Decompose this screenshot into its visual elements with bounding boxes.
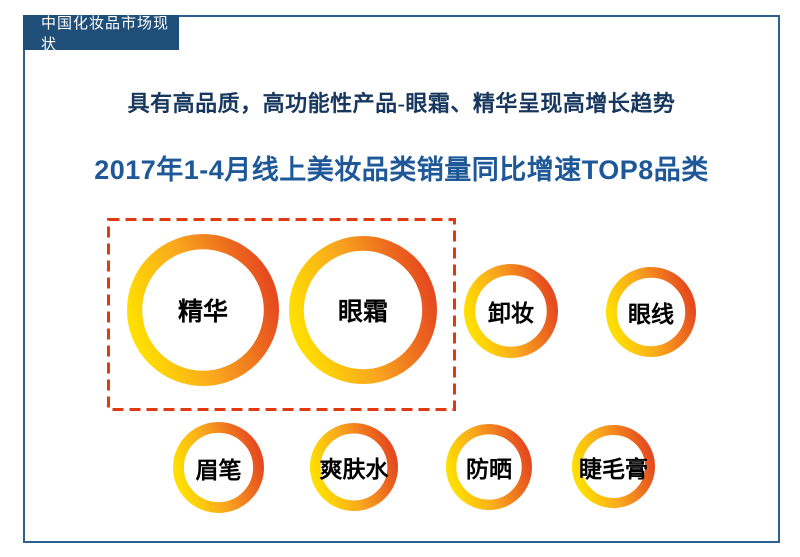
bubble-rank4-yanxian: 眼线: [606, 267, 696, 357]
bubble-label: 爽肤水: [319, 456, 389, 482]
bubble-label: 精华: [177, 298, 228, 326]
bubble-label: 眼霜: [337, 298, 388, 326]
gradient-ring-icon: [464, 264, 558, 358]
bubble-rank2-yanshuang: 眼霜: [289, 236, 437, 384]
gradient-ring-icon: [173, 422, 264, 513]
bubble-label: 防晒: [466, 456, 512, 482]
gradient-ring-icon: [446, 424, 532, 510]
gradient-ring-icon: [606, 267, 696, 357]
highlight-dashed-box: [107, 218, 456, 411]
bubble-rank6-shuangfushui: 爽肤水: [310, 423, 398, 511]
bubble-rank8-jiemaogao: 睫毛膏: [572, 425, 655, 508]
bubble-rank1-jinghua: 精华: [127, 234, 279, 386]
header-tab-label: 中国化妆品市场现状: [41, 14, 170, 53]
bubble-label: 眉笔: [195, 456, 242, 483]
gradient-ring-icon: [310, 423, 398, 511]
bubble-label: 卸妆: [488, 300, 534, 326]
bubble-rank3-xiezhuang: 卸妆: [464, 264, 558, 358]
bubble-rank5-meibi: 眉笔: [173, 422, 264, 513]
gradient-ring-icon: [127, 234, 279, 386]
slide-subtitle: 具有高品质，高功能性产品-眼霜、精华呈现高增长趋势: [127, 91, 676, 116]
gradient-ring-icon: [572, 425, 655, 508]
bubble-label: 眼线: [628, 301, 674, 327]
bubble-rank7-fangshai: 防晒: [446, 424, 532, 510]
bubble-label: 睫毛膏: [579, 455, 648, 482]
chart-title: 2017年1-4月线上美妆品类销量同比增速TOP8品类: [94, 155, 709, 185]
gradient-ring-icon: [289, 236, 437, 384]
slide-header-tab: 中国化妆品市场现状: [23, 15, 179, 53]
